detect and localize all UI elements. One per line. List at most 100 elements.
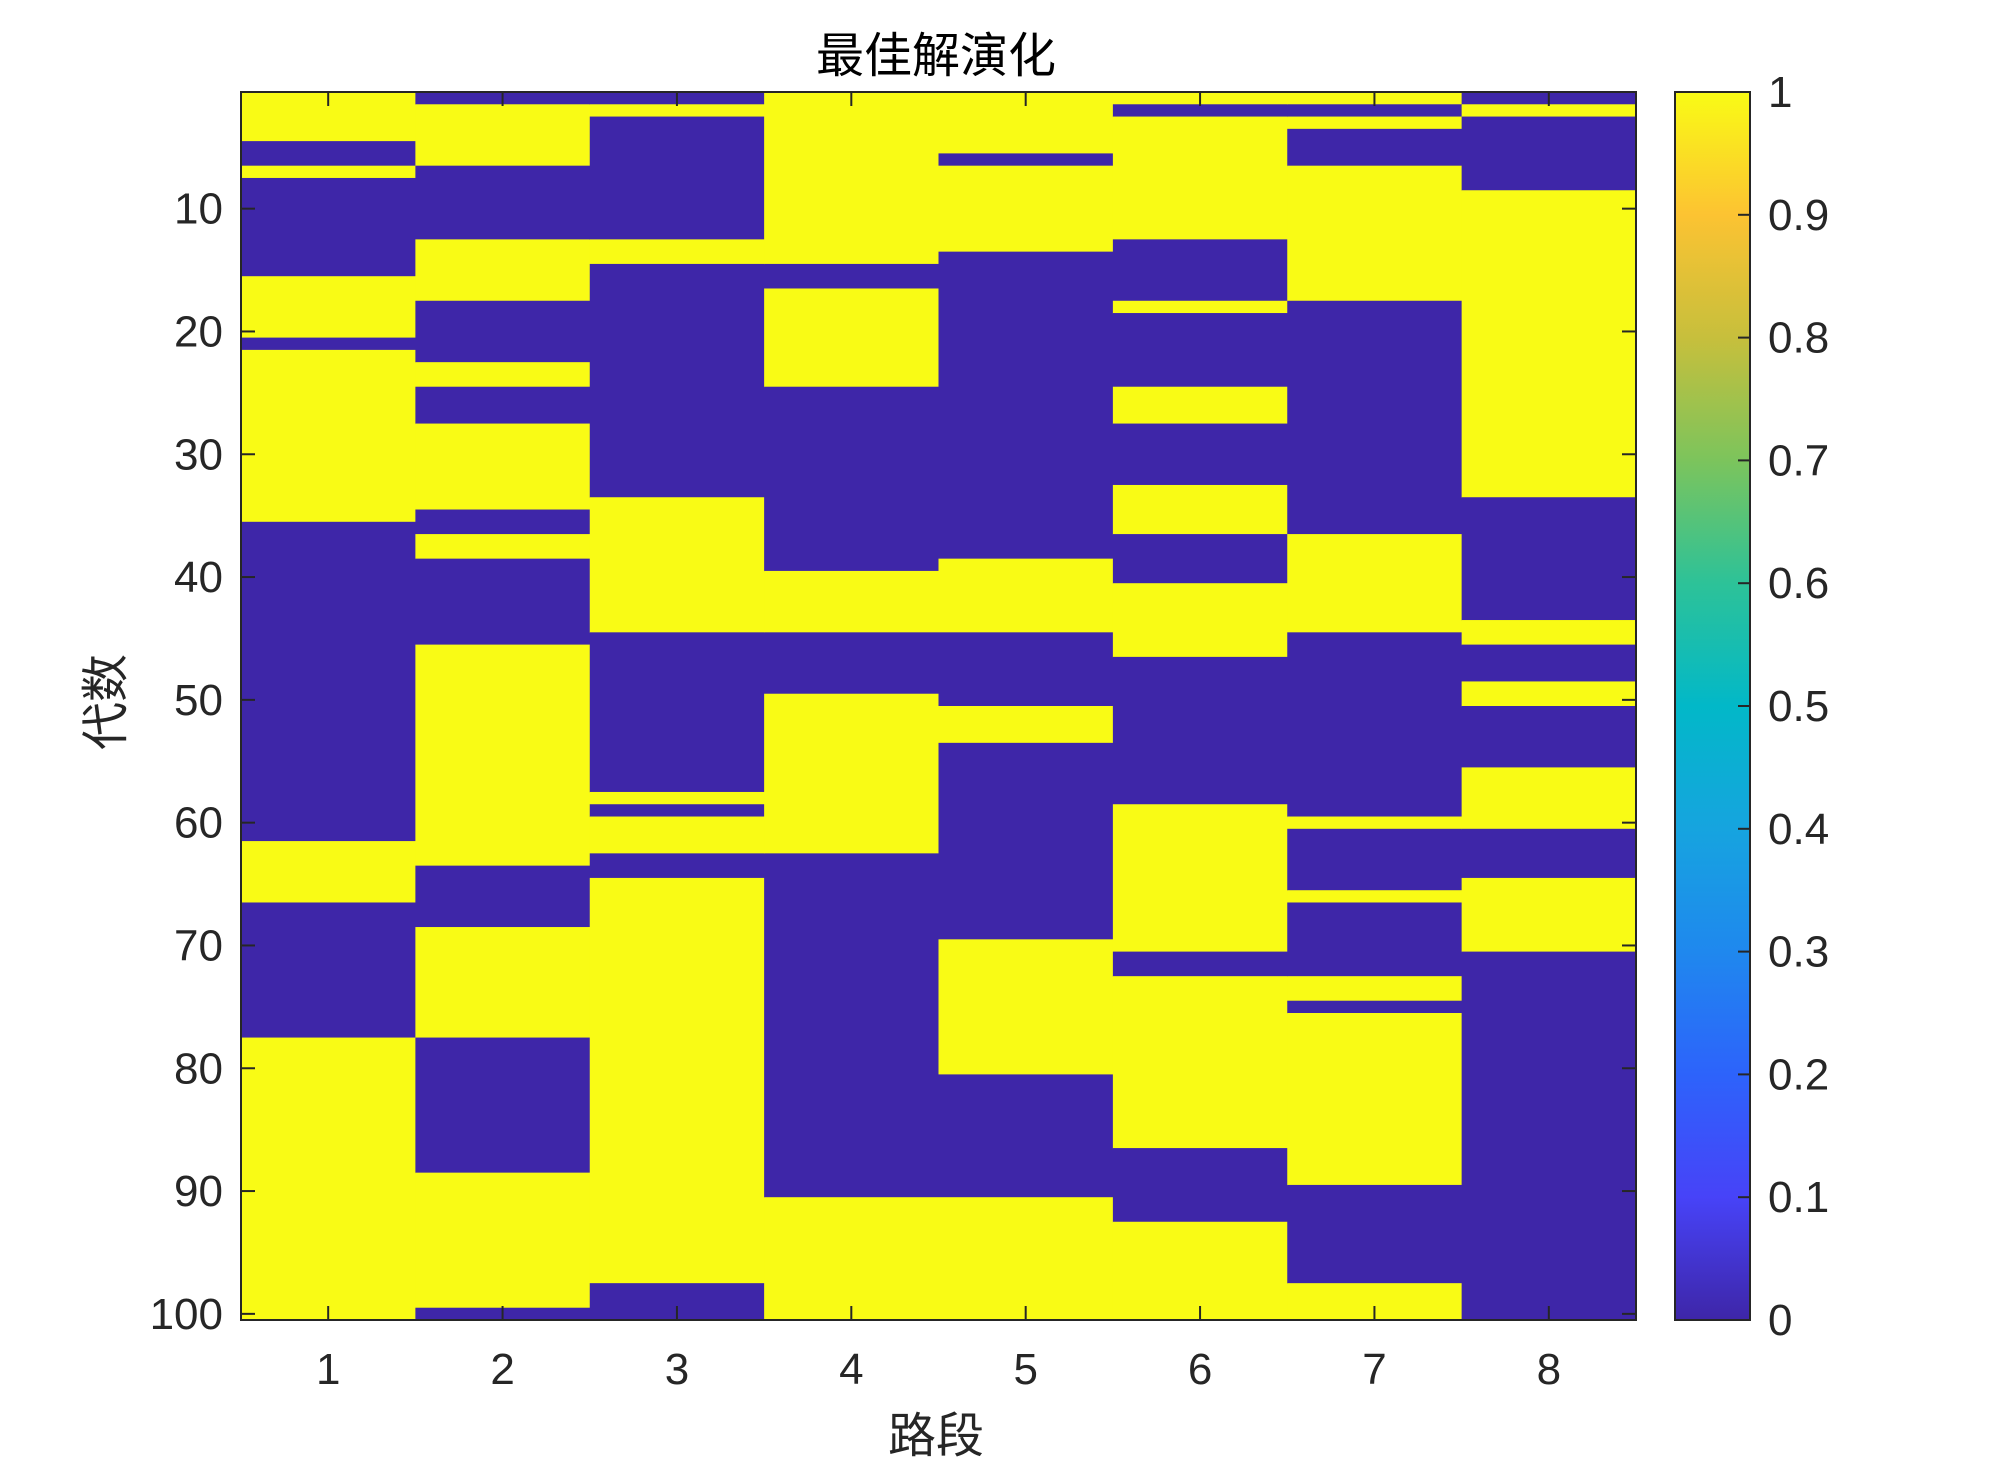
heat-cell: [1461, 116, 1637, 191]
heat-cell: [938, 1074, 1114, 1198]
colorbar-tick-label: 0.1: [1768, 1173, 1829, 1222]
heat-cell: [764, 288, 940, 388]
heat-cell: [1112, 484, 1288, 535]
colorbar-tick-label: 0.5: [1768, 682, 1829, 731]
heat-cell: [1287, 976, 1463, 1002]
heat-cell: [1461, 190, 1637, 498]
heat-cell: [1287, 828, 1463, 891]
heat-cell: [1112, 951, 1288, 977]
heat-cell: [764, 263, 940, 290]
heat-cell: [415, 558, 591, 646]
heat-cell: [415, 927, 591, 1039]
heat-cell: [415, 300, 591, 363]
heat-cell: [1287, 816, 1463, 830]
heat-cell: [938, 939, 1114, 1075]
heat-cell: [1112, 1221, 1288, 1321]
heat-cell: [1112, 300, 1288, 314]
heat-cell: [589, 116, 765, 240]
heat-cell: [589, 632, 765, 793]
heat-cell: [241, 276, 416, 339]
heat-cell: [241, 841, 416, 904]
x-tick-label: 3: [665, 1345, 689, 1394]
heat-cell: [1112, 386, 1288, 425]
y-tick-label: 90: [174, 1167, 223, 1216]
heat-cell: [1287, 1184, 1463, 1284]
y-axis-title: 代数: [78, 654, 134, 750]
heat-cell: [764, 693, 940, 854]
heat-cell: [241, 902, 416, 1039]
heat-cell: [938, 1197, 1114, 1321]
heat-cell: [938, 558, 1114, 633]
heat-cell: [415, 1037, 591, 1174]
heat-cell: [1461, 620, 1637, 646]
heat-cell: [1461, 951, 1637, 1321]
heat-cell: [1112, 1148, 1288, 1223]
heat-cell: [415, 865, 591, 928]
heat-cell: [415, 362, 591, 388]
heat-cell: [589, 239, 765, 265]
heat-cell: [415, 423, 591, 511]
heat-cell: [938, 251, 1114, 560]
heat-cell: [938, 742, 1114, 940]
heat-cell: [764, 1197, 940, 1321]
y-tick-label: 60: [174, 799, 223, 848]
heat-cell: [1287, 104, 1463, 118]
y-tick-label: 80: [174, 1044, 223, 1093]
heat-cell: [1112, 116, 1288, 240]
y-tick-label: 10: [174, 185, 223, 234]
heat-cell: [415, 386, 591, 425]
heat-cell: [589, 497, 765, 633]
heat-cell: [1112, 976, 1288, 1149]
heat-cell: [1287, 534, 1463, 633]
x-tick-label: 1: [316, 1345, 340, 1394]
heat-cell: [938, 632, 1114, 707]
heat-cell: [589, 104, 765, 118]
heat-cell: [415, 509, 591, 535]
heat-cell: [589, 804, 765, 818]
x-axis-title: 路段: [888, 1408, 984, 1464]
heat-cell: [1461, 767, 1637, 830]
plot-area: [240, 91, 1637, 1321]
heat-cell: [1287, 632, 1463, 818]
heat-cell: [415, 644, 591, 867]
heat-cell: [241, 337, 416, 351]
y-tick-label: 30: [174, 430, 223, 479]
heat-cell: [589, 853, 765, 879]
heat-cell: [415, 165, 591, 240]
heat-cell: [1461, 681, 1637, 707]
heat-cell: [1461, 706, 1637, 768]
heat-cell: [589, 791, 765, 805]
heat-cell: [764, 386, 940, 572]
heat-cell: [1112, 656, 1288, 805]
heat-cell: [764, 853, 940, 1198]
heat-cell: [1112, 313, 1288, 388]
heat-cell: [1112, 423, 1288, 486]
heat-cell: [415, 104, 591, 167]
x-tick-label: 6: [1188, 1345, 1212, 1394]
heat-cell: [1112, 804, 1288, 953]
heat-cell: [1112, 534, 1288, 584]
colorbar-tick-label: 1: [1768, 68, 1792, 117]
heat-cell: [1461, 877, 1637, 953]
colorbar-tick-label: 0.9: [1768, 191, 1829, 240]
heat-cell: [1287, 128, 1463, 167]
heat-cell: [1287, 300, 1463, 535]
y-tick-label: 100: [150, 1290, 223, 1339]
heat-cell: [1112, 104, 1288, 118]
colorbar-tick-label: 0.7: [1768, 436, 1829, 485]
heat-cell: [938, 153, 1114, 167]
x-tick-label: 7: [1362, 1345, 1386, 1394]
colorbar-tick-label: 0.2: [1768, 1050, 1829, 1099]
y-tick-label: 70: [174, 921, 223, 970]
colorbar-ticks: 0 0.1 0.2 0.3 0.4 0.5 0.6 0.7 0.8 0.9 1: [1738, 68, 1829, 1345]
colorbar: [1674, 91, 1751, 1321]
colorbar-tick-label: 0.4: [1768, 805, 1829, 854]
heat-cell: [1287, 116, 1463, 130]
heat-cell: [1112, 583, 1288, 658]
heat-cell: [1461, 828, 1637, 879]
colorbar-tick-label: 0.8: [1768, 314, 1829, 363]
heat-cell: [415, 1172, 591, 1309]
heat-cell: [1461, 644, 1637, 683]
heat-cell: [1461, 497, 1637, 621]
heat-cell: [1287, 165, 1463, 302]
